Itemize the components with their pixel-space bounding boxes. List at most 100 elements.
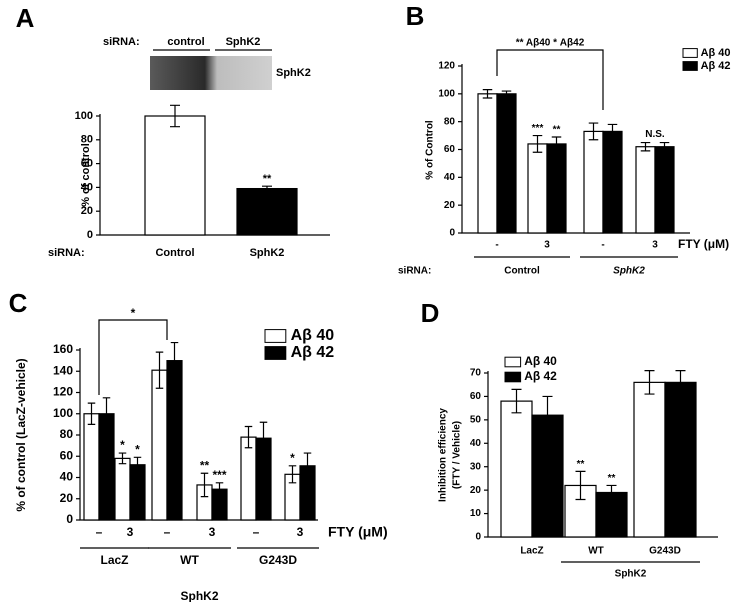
y-tick-label: 0 — [66, 512, 73, 526]
panel-letter: B — [406, 1, 425, 31]
error-bar — [542, 395, 553, 435]
y-tick-label: 20 — [470, 485, 482, 496]
legend-label: Aβ 40 — [524, 354, 557, 368]
significance: * — [135, 442, 140, 456]
legend-swatch — [264, 346, 287, 360]
y-tick-label: 40 — [470, 438, 482, 449]
significance: * — [120, 438, 125, 452]
category-prefix: siRNA: — [48, 247, 85, 259]
error-bar — [501, 90, 512, 98]
legend-swatch — [504, 371, 522, 383]
bracket-label: ** Aβ40 * Aβ42 — [516, 38, 585, 49]
bar — [654, 146, 675, 234]
blot-prefix: siRNA: — [103, 36, 140, 48]
significance: ** — [263, 173, 272, 185]
x-tick-label: LacZ — [520, 546, 543, 557]
x-tick-label: – — [96, 525, 103, 539]
bar — [583, 130, 604, 234]
group-label: SphK2 — [613, 266, 645, 277]
x-tick-label: Control — [155, 247, 194, 259]
bar — [564, 484, 597, 538]
error-bar — [659, 141, 670, 152]
error-bar — [244, 425, 253, 449]
y-axis-label: % of control (LacZ-vehicle) — [14, 358, 28, 511]
panel-letter: D — [421, 298, 440, 328]
group-label: WT — [180, 553, 199, 567]
legend-label: Aβ 40 — [701, 47, 731, 59]
error-bar — [606, 484, 617, 501]
legend-label: Aβ 40 — [291, 327, 335, 344]
y-tick-label: 0 — [475, 532, 481, 543]
error-bar — [532, 134, 543, 153]
bar — [496, 93, 517, 234]
error-bar — [118, 452, 127, 465]
x-tick-label: SphK2 — [250, 247, 285, 259]
category-note: N.S. — [645, 129, 665, 140]
error-bar — [607, 123, 618, 139]
error-bar — [644, 370, 655, 395]
y-tick-label: 120 — [53, 385, 73, 399]
error-bar — [170, 341, 179, 380]
bar — [236, 187, 298, 236]
blot-image — [150, 56, 272, 90]
error-bar — [288, 465, 297, 484]
y-tick-label: 0 — [87, 229, 93, 241]
bracket — [496, 49, 604, 110]
x-tick-label: – — [164, 525, 171, 539]
y-tick-label: 80 — [444, 116, 456, 127]
x-tick-label: 3 — [544, 240, 550, 251]
y-axis-label: % of control — [80, 143, 92, 207]
y-tick-label: 20 — [444, 200, 456, 211]
bar — [527, 143, 548, 234]
significance: ** — [553, 125, 561, 136]
x-tick-label: G243D — [649, 546, 681, 557]
x-tick-label: - — [601, 240, 604, 251]
y-tick-label: 40 — [444, 172, 456, 183]
x-tick-label: 3 — [127, 525, 134, 539]
error-bar — [102, 397, 111, 431]
error-bar — [551, 136, 562, 152]
group-label: Control — [504, 266, 540, 277]
y-tick-label: 100 — [75, 110, 93, 122]
group-label: G243D — [259, 553, 297, 567]
blot-band: SphK2 — [276, 67, 311, 79]
significance: *** — [532, 123, 544, 134]
panel-letter: C — [9, 288, 28, 318]
y-tick-label: 40 — [60, 470, 74, 484]
bar — [635, 146, 656, 234]
legend-swatch — [264, 329, 287, 343]
x-axis-label: FTY (μM) — [678, 237, 729, 251]
bar — [500, 400, 533, 538]
y-tick-label: 120 — [438, 61, 455, 72]
legend-label: Aβ 42 — [291, 344, 335, 361]
significance: ** — [577, 459, 585, 470]
error-bar — [259, 421, 268, 455]
x-tick-label: 3 — [209, 525, 216, 539]
bracket — [98, 319, 168, 395]
error-bar — [303, 452, 312, 480]
significance: * — [290, 451, 295, 465]
y-tick-label: 20 — [60, 491, 74, 505]
error-bar — [511, 388, 522, 414]
bar — [531, 414, 564, 538]
bar — [664, 381, 697, 538]
blot-lane: control — [167, 36, 204, 48]
error-bar — [170, 104, 180, 128]
bar — [129, 464, 146, 521]
y-tick-label: 50 — [470, 414, 482, 425]
y-tick-label: 10 — [470, 508, 482, 519]
bar — [151, 369, 168, 521]
y-tick-label: 80 — [81, 134, 93, 146]
error-bar — [482, 89, 493, 99]
x-tick-label: 3 — [652, 240, 658, 251]
error-bar — [215, 482, 224, 497]
x-tick-label: - — [495, 240, 498, 251]
supergroup-label: SphK2 — [180, 589, 218, 602]
bar — [166, 360, 183, 521]
bar — [144, 115, 206, 236]
bar — [477, 93, 498, 234]
y-tick-label: 70 — [470, 368, 482, 379]
bar — [240, 436, 257, 521]
y-tick-label: 30 — [470, 461, 482, 472]
group-label: LacZ — [100, 553, 128, 567]
